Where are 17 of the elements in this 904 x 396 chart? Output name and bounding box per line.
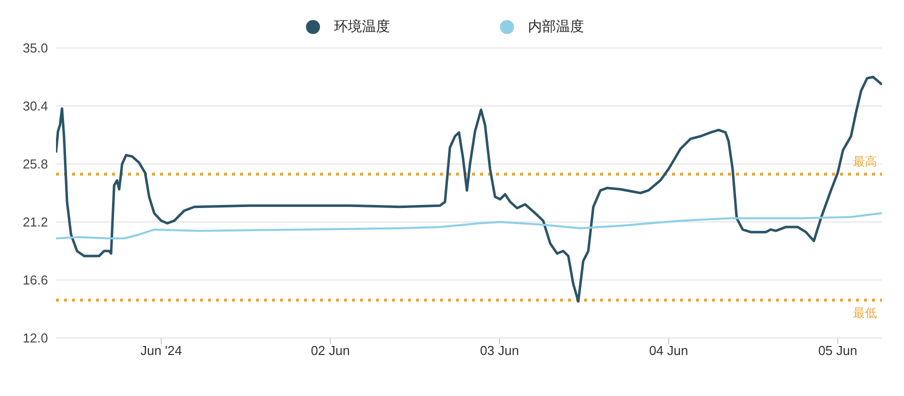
x-tick-label: 02 Jun [310,343,350,358]
y-tick-label: 12.0 [22,330,48,346]
y-tick-label: 35.0 [22,40,48,56]
x-tick-label: 05 Jun [818,343,858,358]
line-series [56,212,882,240]
y-tick-label: 16.6 [22,272,48,288]
legend-label: 内部温度 [528,18,584,36]
x-tick-label: 03 Jun [480,343,519,358]
ref-line-label: 最低 [853,306,877,320]
line-series [56,76,882,303]
ref-line-label: 最高 [853,154,877,169]
x-tick-label: Jun '24 [140,343,182,358]
y-tick-label: 25.8 [22,156,48,172]
y-tick-label: 21.2 [22,214,48,230]
legend-label: 环境温度 [334,18,390,36]
y-tick-label: 30.4 [22,98,48,114]
x-tick-label: 04 Jun [649,343,688,358]
